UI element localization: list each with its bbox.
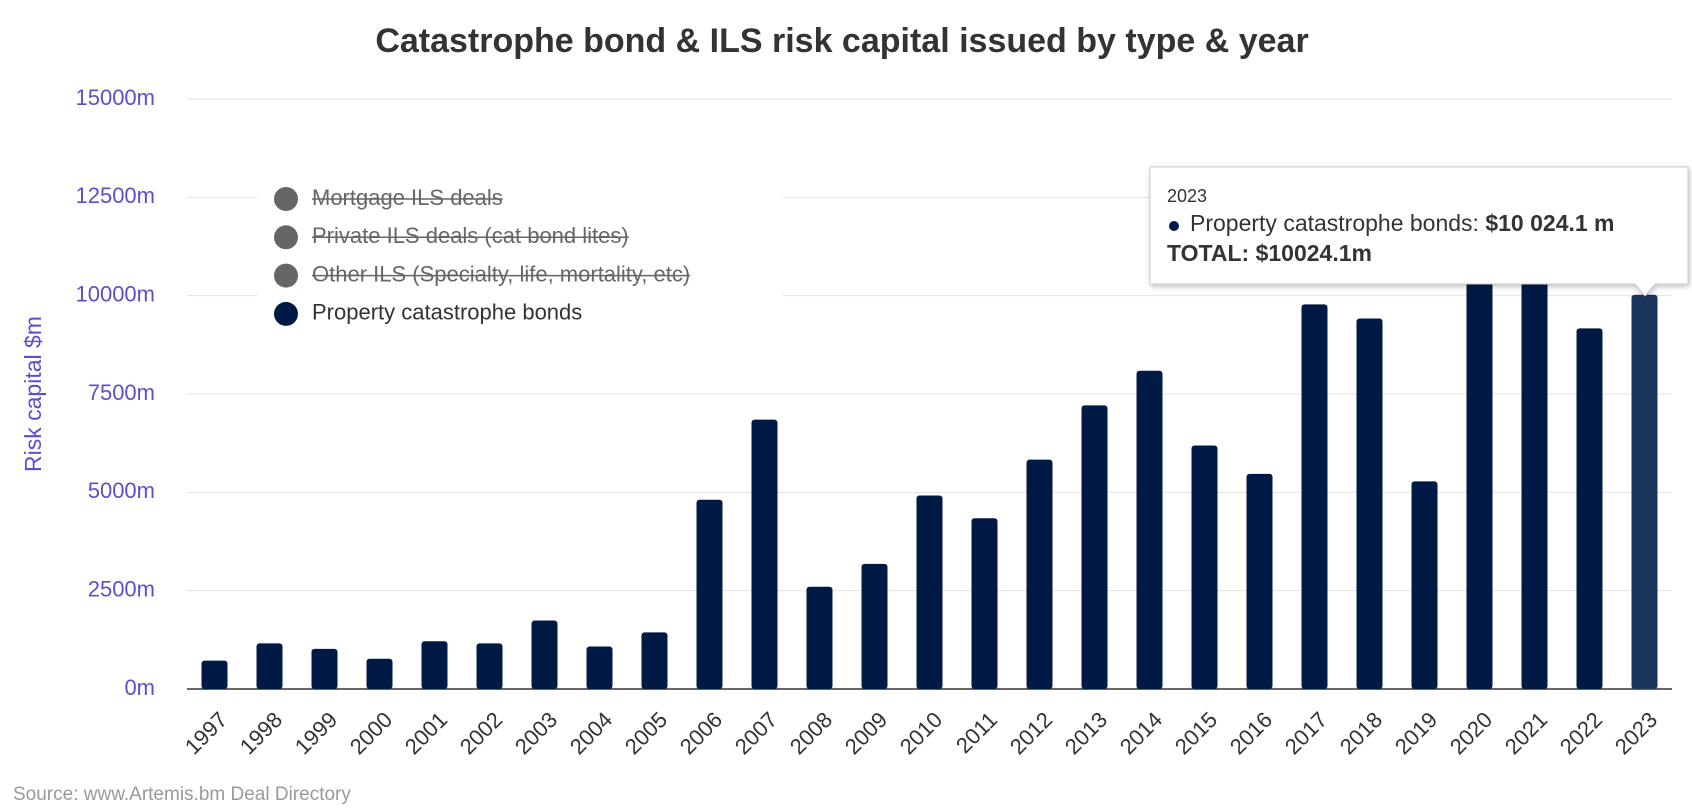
legend-item[interactable]: Private ILS deals (cat bond lites) xyxy=(274,223,629,250)
tooltip-category: 2023 xyxy=(1167,186,1207,206)
x-tick-label: 2004 xyxy=(565,707,617,759)
bar xyxy=(586,646,613,689)
x-tick-label: 1998 xyxy=(235,707,287,759)
x-tick-label: 2017 xyxy=(1280,707,1332,759)
legend-item[interactable]: Property catastrophe bonds xyxy=(274,300,582,326)
y-axis-label: Risk capital $m xyxy=(20,316,46,472)
x-tick-label: 2011 xyxy=(951,707,1002,758)
bar xyxy=(1521,220,1548,689)
legend-item[interactable]: Mortgage ILS deals xyxy=(274,185,503,211)
legend-label: Mortgage ILS deals xyxy=(312,185,503,210)
x-tick-label: 2021 xyxy=(1500,707,1552,759)
x-tick-label: 2022 xyxy=(1555,707,1607,759)
x-tick-label: 2018 xyxy=(1335,707,1387,759)
bar xyxy=(1301,304,1328,689)
legend-label: Private ILS deals (cat bond lites) xyxy=(312,223,629,248)
x-tick-label: 2023 xyxy=(1610,707,1662,759)
legend-marker xyxy=(274,301,298,326)
y-tick-label: 15000m xyxy=(75,85,155,110)
y-tick-label: 0m xyxy=(124,675,155,700)
legend-item[interactable]: Other ILS (Specialty, life, mortality, e… xyxy=(274,261,691,288)
x-tick-label: 2019 xyxy=(1390,707,1442,759)
bar xyxy=(421,641,448,689)
bar xyxy=(1246,473,1273,689)
legend-label: Other ILS (Specialty, life, mortality, e… xyxy=(312,261,690,286)
x-tick-label: 2008 xyxy=(785,707,837,759)
bar xyxy=(1356,318,1383,689)
x-tick-label: 2006 xyxy=(675,707,727,759)
bar xyxy=(1466,248,1493,689)
bar xyxy=(641,632,668,689)
y-tick-label: 5000m xyxy=(88,478,155,503)
bar xyxy=(806,586,833,689)
tooltip-box xyxy=(1149,166,1689,297)
x-tick-label: 2013 xyxy=(1060,707,1112,759)
bar xyxy=(1411,481,1438,689)
source: Source: www.Artemis.bm Deal Directory xyxy=(13,784,351,805)
bar xyxy=(1026,459,1053,689)
x-tick-label: 2000 xyxy=(345,707,397,759)
x-tick-label: 2014 xyxy=(1115,707,1167,759)
bar xyxy=(751,419,778,689)
tooltip-series: Property catastrophe bonds: xyxy=(1190,210,1485,236)
x-tick-label: 1999 xyxy=(290,707,342,759)
legend-marker xyxy=(274,225,298,250)
tooltip-marker xyxy=(1169,221,1179,231)
legend-background xyxy=(257,178,783,334)
x-tick-label: 2002 xyxy=(455,707,507,759)
bar xyxy=(531,620,558,689)
bar xyxy=(971,518,998,689)
x-tick-label: 2016 xyxy=(1225,707,1277,759)
bar xyxy=(916,495,943,689)
x-tick-label: 2012 xyxy=(1005,707,1057,759)
x-tick-label: 2009 xyxy=(840,707,892,759)
bar xyxy=(201,660,228,689)
bar xyxy=(256,643,283,689)
x-tick-label: 2007 xyxy=(730,707,782,759)
bar xyxy=(311,648,338,689)
tooltip: 2023 Property catastrophe bonds: $10 024.… xyxy=(1149,166,1689,297)
bar xyxy=(1631,294,1658,689)
legend-label: Property catastrophe bonds xyxy=(312,300,582,325)
x-tick-label: 2005 xyxy=(620,707,672,759)
bar xyxy=(1576,328,1603,689)
bar xyxy=(1136,370,1163,689)
y-tick-label: 2500m xyxy=(88,576,155,601)
chart-title: Catastrophe bond & ILS risk capital issu… xyxy=(375,22,1308,60)
bar xyxy=(696,499,723,689)
y-tick-label: 7500m xyxy=(88,380,155,405)
bar xyxy=(1081,405,1108,689)
tooltip-total: TOTAL: $10024.1m xyxy=(1167,240,1372,266)
x-tick-label: 2003 xyxy=(510,707,562,759)
bar xyxy=(366,658,393,689)
tooltip-value: $10 024.1 m xyxy=(1485,210,1614,236)
tooltip-line: Property catastrophe bonds: $10 024.1 m xyxy=(1190,210,1615,236)
x-tick-label: 2001 xyxy=(400,707,452,759)
y-tick-label: 12500m xyxy=(75,183,155,208)
bar xyxy=(1191,445,1218,689)
x-tick-label: 2020 xyxy=(1445,707,1497,759)
legend-marker xyxy=(274,187,298,211)
bar xyxy=(476,643,503,689)
legend-marker xyxy=(274,263,298,288)
x-tick-label: 2010 xyxy=(895,707,947,759)
x-tick-label: 2015 xyxy=(1170,707,1222,759)
bar xyxy=(861,563,888,689)
y-tick-label: 10000m xyxy=(75,281,155,306)
x-tick-label: 1997 xyxy=(180,707,232,759)
